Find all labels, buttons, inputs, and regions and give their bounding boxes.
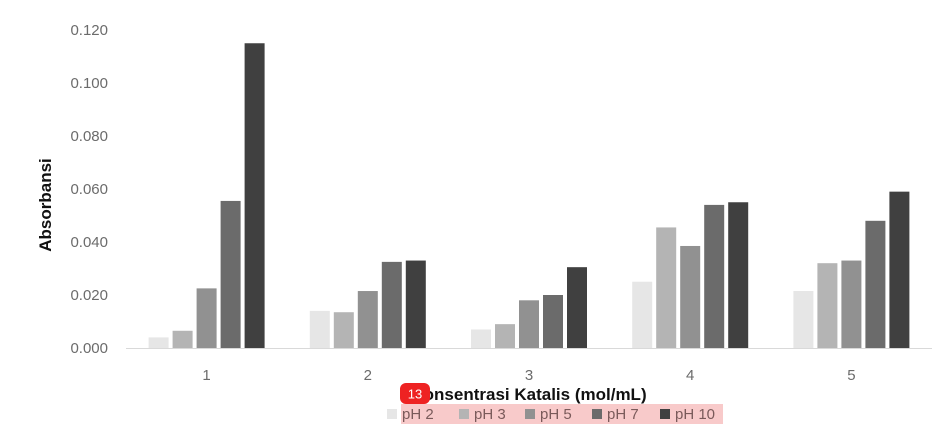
bar-ph5-cat-2	[357, 291, 378, 348]
bar-ph2-cat-4	[632, 281, 653, 348]
y-axis-ticks: 0.000 0.020 0.040 0.060 0.080 0.100 0.120	[70, 22, 108, 357]
bars	[148, 43, 910, 348]
y-tick-label: 0.060	[70, 181, 108, 198]
bar-ph10-cat-5	[889, 191, 910, 348]
legend-label: pH 10	[675, 406, 715, 423]
bar-ph7-cat-2	[381, 261, 402, 348]
bar-ph3-cat-4	[656, 227, 677, 348]
bar-ph5-cat-3	[519, 300, 539, 348]
legend-swatch	[387, 409, 397, 419]
x-tick-label: 2	[364, 367, 372, 384]
y-tick-label: 0.000	[70, 340, 108, 357]
legend-swatch	[459, 409, 469, 419]
legend-highlight	[401, 404, 723, 424]
x-tick-label: 4	[686, 367, 694, 384]
x-axis-title-group: Konsentrasi Katalis (mol/mL) 13	[400, 383, 647, 404]
bar-ph10-cat-2	[405, 260, 426, 348]
legend-label: pH 2	[402, 406, 434, 423]
legend-swatch	[592, 409, 602, 419]
bar-ph7-cat-1	[220, 200, 241, 348]
bar-ph3-cat-2	[333, 312, 354, 348]
bar-ph2-cat-2	[309, 310, 330, 348]
bar-ph5-cat-1	[196, 288, 217, 348]
legend-label: pH 3	[474, 406, 506, 423]
bar-ph3-cat-1	[172, 330, 193, 348]
legend-label: pH 5	[540, 406, 572, 423]
bar-ph7-cat-4	[704, 204, 725, 348]
bar-ph5-cat-5	[841, 260, 862, 348]
bar-ph2-cat-5	[793, 291, 814, 348]
y-tick-label: 0.020	[70, 287, 108, 304]
y-tick-label: 0.080	[70, 128, 108, 145]
annotation-badge	[400, 383, 430, 404]
x-tick-label: 3	[525, 367, 533, 384]
annotation-badge-label: 13	[408, 387, 422, 402]
bar-ph10-cat-1	[244, 43, 265, 348]
bar-ph5-cat-4	[680, 245, 701, 348]
legend: pH 2 pH 3 pH 5 pH 7 pH 10	[387, 406, 715, 423]
y-axis-title: Absorbansi	[36, 158, 55, 252]
x-axis-ticks: 1 2 3 4 5	[202, 367, 855, 384]
legend-swatch	[525, 409, 535, 419]
legend-swatch	[660, 409, 670, 419]
x-axis-title: Konsentrasi Katalis (mol/mL)	[411, 385, 646, 404]
bar-ph7-cat-3	[543, 295, 563, 348]
bar-ph10-cat-4	[728, 202, 749, 348]
x-tick-label: 5	[847, 367, 855, 384]
bar-ph3-cat-3	[495, 324, 515, 348]
bar-ph2-cat-3	[471, 329, 491, 348]
y-tick-label: 0.120	[70, 22, 108, 39]
bar-ph7-cat-5	[865, 220, 886, 348]
x-tick-label: 1	[202, 367, 210, 384]
bar-ph2-cat-1	[148, 337, 169, 348]
y-tick-label: 0.100	[70, 75, 108, 92]
legend-label: pH 7	[607, 406, 639, 423]
bar-ph3-cat-5	[817, 263, 838, 348]
bar-ph10-cat-3	[567, 267, 587, 348]
y-tick-label: 0.040	[70, 234, 108, 251]
